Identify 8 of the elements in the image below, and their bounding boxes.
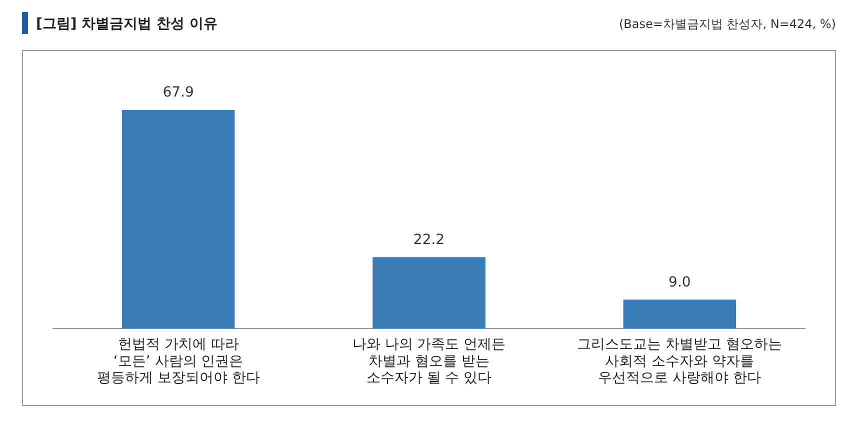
data-label: 22.2 <box>413 232 445 248</box>
x-tick-label: 헌법적 가치에 따라 ‘모든’ 사람의 인권은 평등하게 보장되어야 한다 <box>96 336 260 386</box>
x-tick-label: 나와 나의 가족도 언제든 차별과 혐오를 받는 소수자가 될 수 있다 <box>352 336 506 386</box>
chart-subtitle: (Base=차별금지법 찬성자, N=424, %) <box>618 16 836 33</box>
chart-title: [그림] 차별금지법 찬성 이유 <box>36 15 218 33</box>
data-label: 9.0 <box>668 274 691 290</box>
data-label: 67.9 <box>162 84 194 101</box>
x-tick-label: 그리스도교는 차별받고 혐오하는 사회적 소수자와 약자를 우선적으로 사랑해야 한다 <box>577 336 782 386</box>
